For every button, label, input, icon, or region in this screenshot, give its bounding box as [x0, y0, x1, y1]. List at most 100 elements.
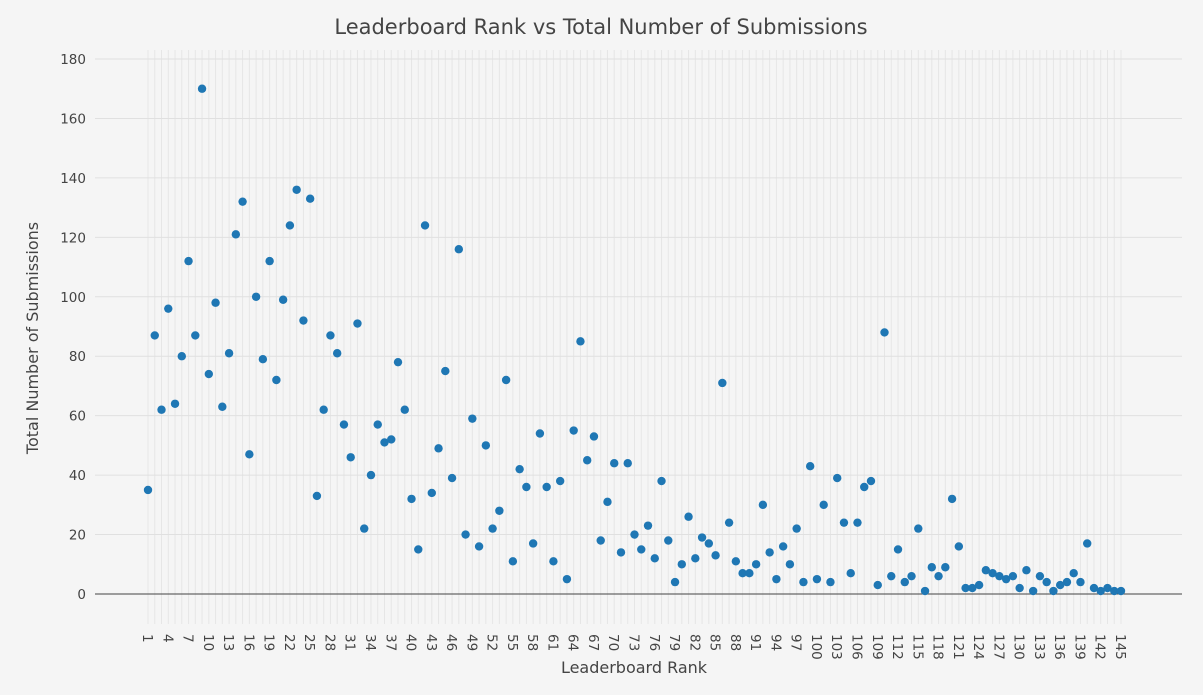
data-point — [623, 459, 632, 468]
data-point — [278, 295, 288, 304]
x-tick-label: 76 — [646, 634, 662, 651]
data-point — [143, 485, 153, 495]
data-point — [670, 577, 680, 587]
data-point — [454, 245, 464, 254]
x-tick-label: 19 — [261, 634, 277, 651]
data-points — [143, 84, 1126, 596]
x-tick-label: 88 — [727, 634, 743, 651]
data-point — [738, 568, 747, 578]
data-point — [873, 580, 882, 590]
x-tick-labels: 1 4 7 10 13 16 19 22 25 28 31 34 37 40 43 46 49 52 55 58 61 6… — [139, 634, 1128, 660]
x-tick-label: 73 — [626, 634, 642, 651]
data-point — [1069, 568, 1078, 578]
data-point — [677, 560, 686, 569]
x-tick-label: 100 — [808, 634, 824, 660]
data-point — [184, 256, 193, 266]
data-point — [866, 476, 876, 486]
data-point — [272, 375, 281, 385]
data-point — [1096, 586, 1105, 596]
data-point — [245, 450, 254, 459]
data-point — [218, 402, 227, 411]
x-tick-label: 40 — [403, 634, 419, 651]
data-point — [900, 577, 909, 587]
data-point — [164, 304, 173, 313]
data-point — [846, 568, 855, 578]
data-point — [495, 506, 504, 515]
x-tick-label: 91 — [747, 634, 763, 651]
data-point — [224, 349, 234, 358]
y-tick-label: 0 — [77, 587, 86, 603]
data-point — [211, 298, 220, 307]
data-point — [191, 331, 200, 340]
data-point — [792, 524, 801, 533]
data-point — [312, 491, 322, 501]
x-tick-label: 4 — [159, 634, 175, 643]
x-axis-title: Leaderboard Rank — [561, 658, 708, 677]
data-point — [907, 571, 916, 581]
data-point — [954, 542, 964, 551]
data-point — [745, 568, 754, 578]
x-tick-label: 133 — [1031, 634, 1047, 660]
data-point — [305, 194, 315, 203]
data-point — [1022, 566, 1031, 575]
y-axis-title: Total Number of Submissions — [23, 222, 42, 455]
data-point — [583, 456, 592, 465]
y-tick-label: 80 — [69, 349, 86, 365]
data-point — [339, 420, 349, 429]
data-point — [251, 292, 261, 301]
data-point — [974, 580, 984, 590]
data-point — [1001, 574, 1011, 584]
x-tick-label: 82 — [686, 634, 702, 651]
data-point — [400, 405, 409, 414]
data-point — [610, 459, 619, 468]
x-tick-label: 52 — [484, 634, 500, 651]
data-point — [1089, 583, 1099, 593]
x-tick-label: 109 — [869, 634, 885, 660]
data-point — [724, 518, 734, 527]
grid — [95, 50, 1182, 624]
x-tick-label: 130 — [1011, 634, 1027, 660]
data-point — [826, 577, 835, 587]
y-tick-label: 140 — [60, 171, 86, 187]
data-point — [474, 542, 484, 551]
x-tick-label: 142 — [1092, 634, 1108, 660]
data-point — [380, 438, 389, 447]
data-point — [947, 494, 957, 504]
data-point — [596, 536, 605, 545]
data-point — [893, 545, 903, 554]
data-point — [650, 554, 659, 563]
x-tick-label: 34 — [362, 634, 378, 651]
data-point — [1076, 577, 1085, 587]
data-point — [292, 185, 301, 194]
data-point — [353, 319, 362, 328]
data-point — [562, 574, 572, 584]
y-tick-label: 20 — [69, 528, 86, 544]
data-point — [332, 349, 342, 358]
x-tick-label: 136 — [1051, 634, 1067, 660]
x-tick-label: 58 — [524, 634, 540, 651]
data-point — [637, 545, 646, 554]
data-point — [664, 536, 673, 545]
data-point — [934, 571, 943, 581]
data-point — [718, 378, 727, 388]
data-point — [630, 530, 639, 539]
data-point — [508, 557, 518, 566]
data-point — [981, 566, 991, 575]
data-point — [447, 473, 457, 483]
data-point — [170, 399, 180, 408]
data-point — [427, 488, 436, 498]
x-tick-label: 61 — [544, 634, 560, 651]
data-point — [576, 337, 585, 346]
x-tick-label: 28 — [321, 634, 337, 651]
data-point — [299, 316, 308, 325]
data-point — [414, 545, 423, 554]
y-tick-labels: 0 20 40 60 80 100 120 140 160 180 — [60, 52, 86, 603]
data-point — [319, 405, 328, 414]
x-tick-label: 97 — [788, 634, 804, 651]
data-point — [441, 366, 450, 376]
data-point — [1116, 586, 1126, 596]
x-tick-label: 31 — [342, 634, 358, 651]
data-point — [569, 426, 578, 435]
